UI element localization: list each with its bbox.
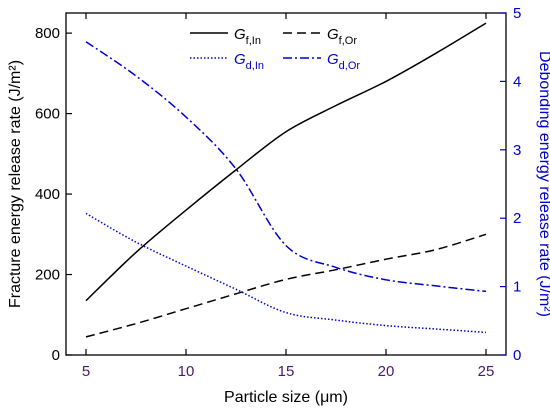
right-tick-label: 4 xyxy=(513,73,521,90)
x-axis-ticks: 5 10 15 20 25 xyxy=(82,13,495,380)
left-axis-title: Fracture energy release rate (J/m²) xyxy=(7,60,24,308)
left-tick-label: 400 xyxy=(35,186,60,203)
series-line-0 xyxy=(85,22,487,302)
right-axis-title: Debonding energy release rate (J/m²) xyxy=(536,51,550,317)
right-tick-label: 5 xyxy=(513,5,521,22)
left-tick-label: 600 xyxy=(35,106,60,123)
series-layer xyxy=(85,22,487,338)
left-tick-label: 800 xyxy=(35,25,60,42)
series-line-3 xyxy=(85,41,487,293)
series-line-1 xyxy=(85,233,487,338)
legend-label-1: Gf,Or xyxy=(327,26,357,47)
right-tick-label: 3 xyxy=(513,142,521,159)
right-axis-ticks: 0 1 2 3 4 5 xyxy=(500,5,521,364)
right-tick-label: 1 xyxy=(513,279,521,296)
plot-frame xyxy=(65,12,507,356)
x-tick-label: 20 xyxy=(378,363,395,380)
x-tick-label: 5 xyxy=(82,363,90,380)
x-tick-label: 15 xyxy=(278,363,295,380)
legend-label-2: Gd,In xyxy=(234,51,264,72)
left-axis-ticks: 0 200 400 600 800 xyxy=(35,25,72,364)
x-tick-label: 10 xyxy=(178,363,195,380)
x-axis-title: Particle size (μm) xyxy=(224,389,348,406)
left-tick-label: 0 xyxy=(52,347,60,364)
right-tick-label: 2 xyxy=(513,210,521,227)
legend-label-3: Gd,Or xyxy=(327,51,360,72)
right-tick-label: 0 xyxy=(513,347,521,364)
x-tick-label: 25 xyxy=(478,363,495,380)
left-tick-label: 200 xyxy=(35,267,60,284)
legend: Gf,In Gf,Or Gd,In Gd,Or xyxy=(190,26,360,72)
legend-label-0: Gf,In xyxy=(234,26,261,47)
series-line-2 xyxy=(85,212,487,334)
